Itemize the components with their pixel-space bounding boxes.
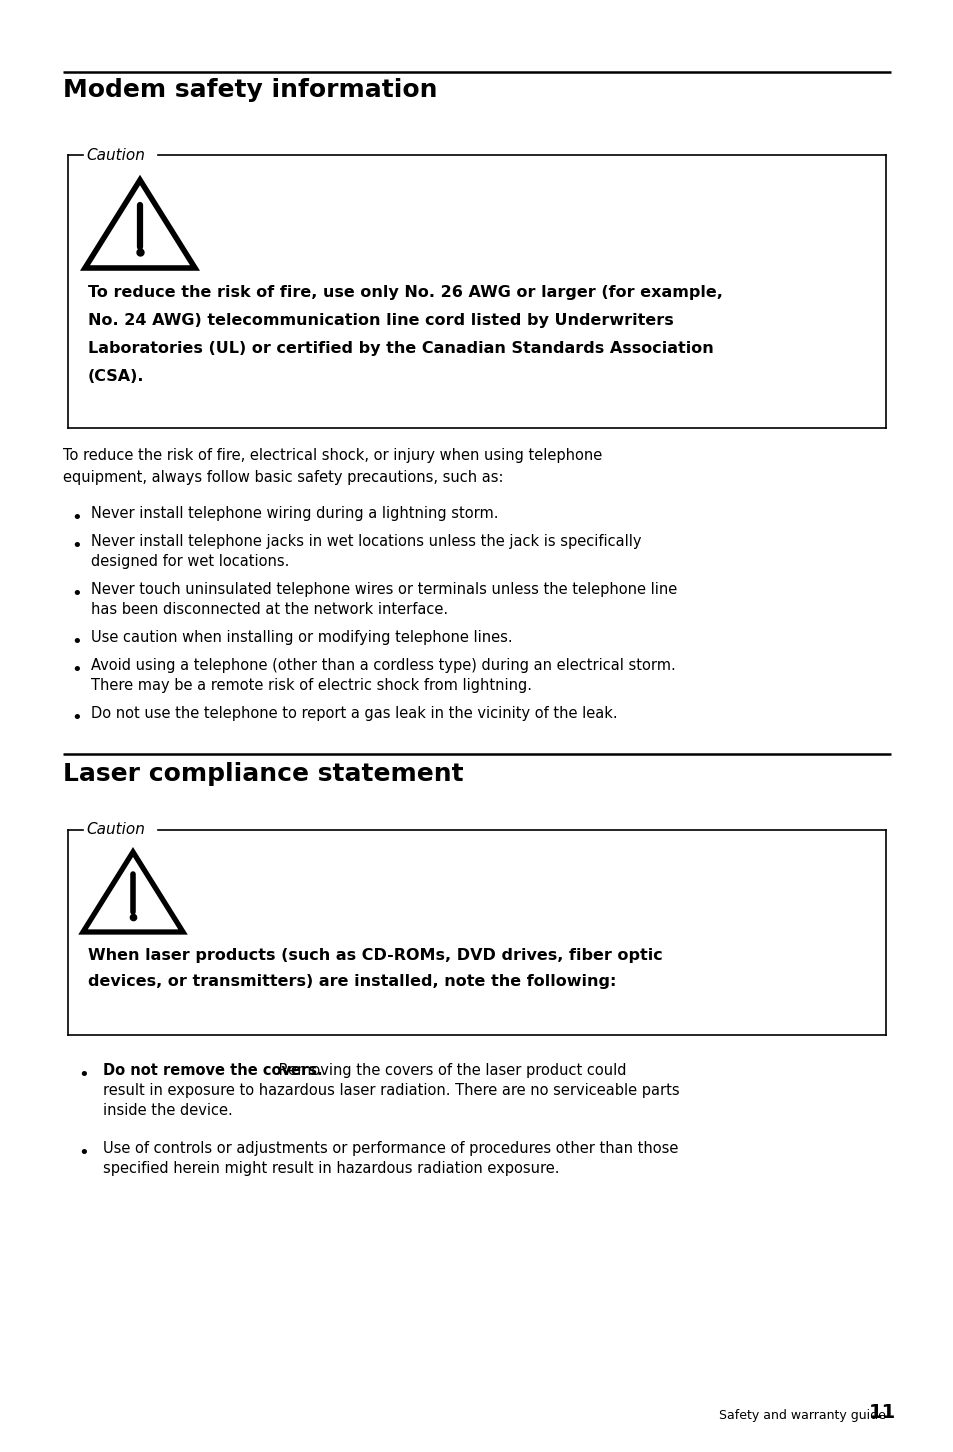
Text: (CSA).: (CSA).: [88, 369, 144, 383]
Text: Modem safety information: Modem safety information: [63, 78, 437, 102]
Text: •: •: [71, 661, 82, 680]
Text: Removing the covers of the laser product could: Removing the covers of the laser product…: [274, 1063, 626, 1077]
Text: When laser products (such as CD-ROMs, DVD drives, fiber optic: When laser products (such as CD-ROMs, DV…: [88, 948, 662, 963]
Text: Do not use the telephone to report a gas leak in the vicinity of the leak.: Do not use the telephone to report a gas…: [91, 706, 617, 722]
Text: •: •: [71, 537, 82, 555]
Text: There may be a remote risk of electric shock from lightning.: There may be a remote risk of electric s…: [91, 678, 532, 693]
Text: No. 24 AWG) telecommunication line cord listed by Underwriters: No. 24 AWG) telecommunication line cord …: [88, 314, 673, 328]
Text: •: •: [71, 510, 82, 527]
Polygon shape: [85, 180, 194, 269]
Text: inside the device.: inside the device.: [103, 1104, 233, 1118]
Text: Laboratories (UL) or certified by the Canadian Standards Association: Laboratories (UL) or certified by the Ca…: [88, 341, 713, 356]
Text: equipment, always follow basic safety precautions, such as:: equipment, always follow basic safety pr…: [63, 470, 503, 485]
Text: Caution: Caution: [86, 148, 145, 163]
Text: Use caution when installing or modifying telephone lines.: Use caution when installing or modifying…: [91, 630, 512, 645]
Text: result in exposure to hazardous laser radiation. There are no serviceable parts: result in exposure to hazardous laser ra…: [103, 1083, 679, 1098]
Text: Laser compliance statement: Laser compliance statement: [63, 762, 463, 786]
Text: To reduce the risk of fire, use only No. 26 AWG or larger (for example,: To reduce the risk of fire, use only No.…: [88, 285, 722, 301]
Text: •: •: [71, 709, 82, 727]
Text: devices, or transmitters) are installed, note the following:: devices, or transmitters) are installed,…: [88, 974, 616, 989]
Text: Do not remove the covers.: Do not remove the covers.: [103, 1063, 322, 1077]
Text: has been disconnected at the network interface.: has been disconnected at the network int…: [91, 603, 448, 617]
Text: 11: 11: [868, 1403, 895, 1422]
Text: To reduce the risk of fire, electrical shock, or injury when using telephone: To reduce the risk of fire, electrical s…: [63, 449, 601, 463]
Text: Avoid using a telephone (other than a cordless type) during an electrical storm.: Avoid using a telephone (other than a co…: [91, 658, 675, 672]
Text: •: •: [71, 633, 82, 650]
Text: •: •: [71, 585, 82, 603]
Text: •: •: [78, 1144, 89, 1162]
Text: Never install telephone wiring during a lightning storm.: Never install telephone wiring during a …: [91, 505, 498, 521]
Text: Caution: Caution: [86, 822, 145, 838]
Text: •: •: [78, 1066, 89, 1085]
Text: Safety and warranty guide: Safety and warranty guide: [719, 1408, 885, 1422]
Text: designed for wet locations.: designed for wet locations.: [91, 555, 289, 569]
Text: Never touch uninsulated telephone wires or terminals unless the telephone line: Never touch uninsulated telephone wires …: [91, 582, 677, 597]
Text: specified herein might result in hazardous radiation exposure.: specified herein might result in hazardo…: [103, 1162, 558, 1176]
Polygon shape: [83, 852, 183, 932]
Text: Never install telephone jacks in wet locations unless the jack is specifically: Never install telephone jacks in wet loc…: [91, 534, 640, 549]
Text: Use of controls or adjustments or performance of procedures other than those: Use of controls or adjustments or perfor…: [103, 1141, 678, 1156]
